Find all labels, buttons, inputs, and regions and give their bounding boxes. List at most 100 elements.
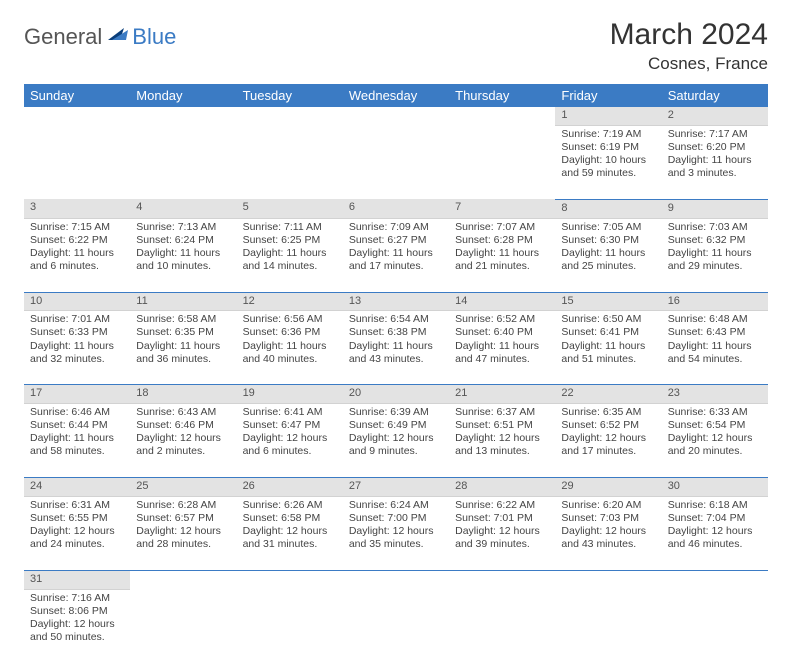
day-number-cell [130,107,236,125]
sunrise-text: Sunrise: 6:35 AM [561,406,655,419]
day-detail-cell: Sunrise: 7:16 AMSunset: 8:06 PMDaylight:… [24,589,130,663]
sunrise-text: Sunrise: 6:54 AM [349,313,443,326]
day-detail-cell [343,125,449,199]
flag-icon [106,26,130,49]
day-number-cell: 30 [662,478,768,497]
day-number-cell: 6 [343,199,449,218]
sunrise-text: Sunrise: 6:20 AM [561,499,655,512]
daylight-text: Daylight: 11 hours and 3 minutes. [668,154,762,180]
calendar-table: Sunday Monday Tuesday Wednesday Thursday… [24,84,768,663]
day-detail-cell: Sunrise: 6:46 AMSunset: 6:44 PMDaylight:… [24,404,130,478]
sunset-text: Sunset: 6:32 PM [668,234,762,247]
sunset-text: Sunset: 6:46 PM [136,419,230,432]
sunrise-text: Sunrise: 6:58 AM [136,313,230,326]
detail-row: Sunrise: 7:15 AMSunset: 6:22 PMDaylight:… [24,218,768,292]
daylight-text: Daylight: 11 hours and 14 minutes. [243,247,337,273]
day-detail-cell: Sunrise: 6:28 AMSunset: 6:57 PMDaylight:… [130,496,236,570]
day-detail-cell: Sunrise: 6:54 AMSunset: 6:38 PMDaylight:… [343,311,449,385]
day-detail-cell [449,125,555,199]
day-number-cell: 13 [343,292,449,311]
daylight-text: Daylight: 11 hours and 6 minutes. [30,247,124,273]
sunset-text: Sunset: 6:28 PM [455,234,549,247]
sunrise-text: Sunrise: 6:56 AM [243,313,337,326]
daylight-text: Daylight: 11 hours and 10 minutes. [136,247,230,273]
sunset-text: Sunset: 7:04 PM [668,512,762,525]
header: General Blue March 2024 Cosnes, France [24,18,768,74]
day-number-cell: 27 [343,478,449,497]
day-detail-cell: Sunrise: 6:39 AMSunset: 6:49 PMDaylight:… [343,404,449,478]
day-number-cell: 5 [237,199,343,218]
day-number-cell: 2 [662,107,768,125]
weekday-header: Wednesday [343,84,449,107]
day-detail-cell: Sunrise: 6:35 AMSunset: 6:52 PMDaylight:… [555,404,661,478]
day-number-cell [237,570,343,589]
sunrise-text: Sunrise: 6:41 AM [243,406,337,419]
day-detail-cell [237,589,343,663]
page-title: March 2024 [610,18,768,52]
sunset-text: Sunset: 6:38 PM [349,326,443,339]
sunrise-text: Sunrise: 6:37 AM [455,406,549,419]
brand-text-2: Blue [132,24,176,50]
sunrise-text: Sunrise: 6:39 AM [349,406,443,419]
daylight-text: Daylight: 11 hours and 25 minutes. [561,247,655,273]
sunset-text: Sunset: 6:19 PM [561,141,655,154]
day-number-cell [555,570,661,589]
daylight-text: Daylight: 11 hours and 36 minutes. [136,340,230,366]
daylight-text: Daylight: 12 hours and 39 minutes. [455,525,549,551]
daylight-text: Daylight: 12 hours and 35 minutes. [349,525,443,551]
day-number-cell: 19 [237,385,343,404]
day-number-cell [130,570,236,589]
day-detail-cell: Sunrise: 7:07 AMSunset: 6:28 PMDaylight:… [449,218,555,292]
sunrise-text: Sunrise: 7:13 AM [136,221,230,234]
sunset-text: Sunset: 6:51 PM [455,419,549,432]
day-number-cell: 22 [555,385,661,404]
sunrise-text: Sunrise: 6:28 AM [136,499,230,512]
sunset-text: Sunset: 6:52 PM [561,419,655,432]
daynum-row: 31 [24,570,768,589]
day-detail-cell: Sunrise: 6:50 AMSunset: 6:41 PMDaylight:… [555,311,661,385]
sunset-text: Sunset: 6:33 PM [30,326,124,339]
weekday-header: Thursday [449,84,555,107]
daylight-text: Daylight: 12 hours and 9 minutes. [349,432,443,458]
day-detail-cell: Sunrise: 7:05 AMSunset: 6:30 PMDaylight:… [555,218,661,292]
sunrise-text: Sunrise: 7:11 AM [243,221,337,234]
daylight-text: Daylight: 11 hours and 17 minutes. [349,247,443,273]
sunrise-text: Sunrise: 6:52 AM [455,313,549,326]
day-detail-cell [662,589,768,663]
detail-row: Sunrise: 6:46 AMSunset: 6:44 PMDaylight:… [24,404,768,478]
day-detail-cell: Sunrise: 6:31 AMSunset: 6:55 PMDaylight:… [24,496,130,570]
sunrise-text: Sunrise: 7:17 AM [668,128,762,141]
detail-row: Sunrise: 7:01 AMSunset: 6:33 PMDaylight:… [24,311,768,385]
daylight-text: Daylight: 11 hours and 58 minutes. [30,432,124,458]
sunset-text: Sunset: 6:58 PM [243,512,337,525]
daynum-row: 3456789 [24,199,768,218]
brand-text-1: General [24,24,102,50]
sunset-text: Sunset: 6:43 PM [668,326,762,339]
daylight-text: Daylight: 11 hours and 47 minutes. [455,340,549,366]
sunrise-text: Sunrise: 7:03 AM [668,221,762,234]
sunrise-text: Sunrise: 7:07 AM [455,221,549,234]
sunrise-text: Sunrise: 6:31 AM [30,499,124,512]
sunrise-text: Sunrise: 6:50 AM [561,313,655,326]
daylight-text: Daylight: 11 hours and 32 minutes. [30,340,124,366]
day-number-cell: 1 [555,107,661,125]
sunrise-text: Sunrise: 7:15 AM [30,221,124,234]
sunset-text: Sunset: 7:00 PM [349,512,443,525]
day-detail-cell [555,589,661,663]
daylight-text: Daylight: 11 hours and 51 minutes. [561,340,655,366]
sunset-text: Sunset: 6:55 PM [30,512,124,525]
day-detail-cell: Sunrise: 6:26 AMSunset: 6:58 PMDaylight:… [237,496,343,570]
day-number-cell: 8 [555,199,661,218]
day-detail-cell [130,589,236,663]
daynum-row: 10111213141516 [24,292,768,311]
day-detail-cell: Sunrise: 6:43 AMSunset: 6:46 PMDaylight:… [130,404,236,478]
detail-row: Sunrise: 7:16 AMSunset: 8:06 PMDaylight:… [24,589,768,663]
daylight-text: Daylight: 12 hours and 31 minutes. [243,525,337,551]
sunrise-text: Sunrise: 6:18 AM [668,499,762,512]
sunset-text: Sunset: 6:22 PM [30,234,124,247]
sunset-text: Sunset: 6:20 PM [668,141,762,154]
day-detail-cell: Sunrise: 7:09 AMSunset: 6:27 PMDaylight:… [343,218,449,292]
day-detail-cell [343,589,449,663]
day-detail-cell [237,125,343,199]
day-number-cell: 10 [24,292,130,311]
